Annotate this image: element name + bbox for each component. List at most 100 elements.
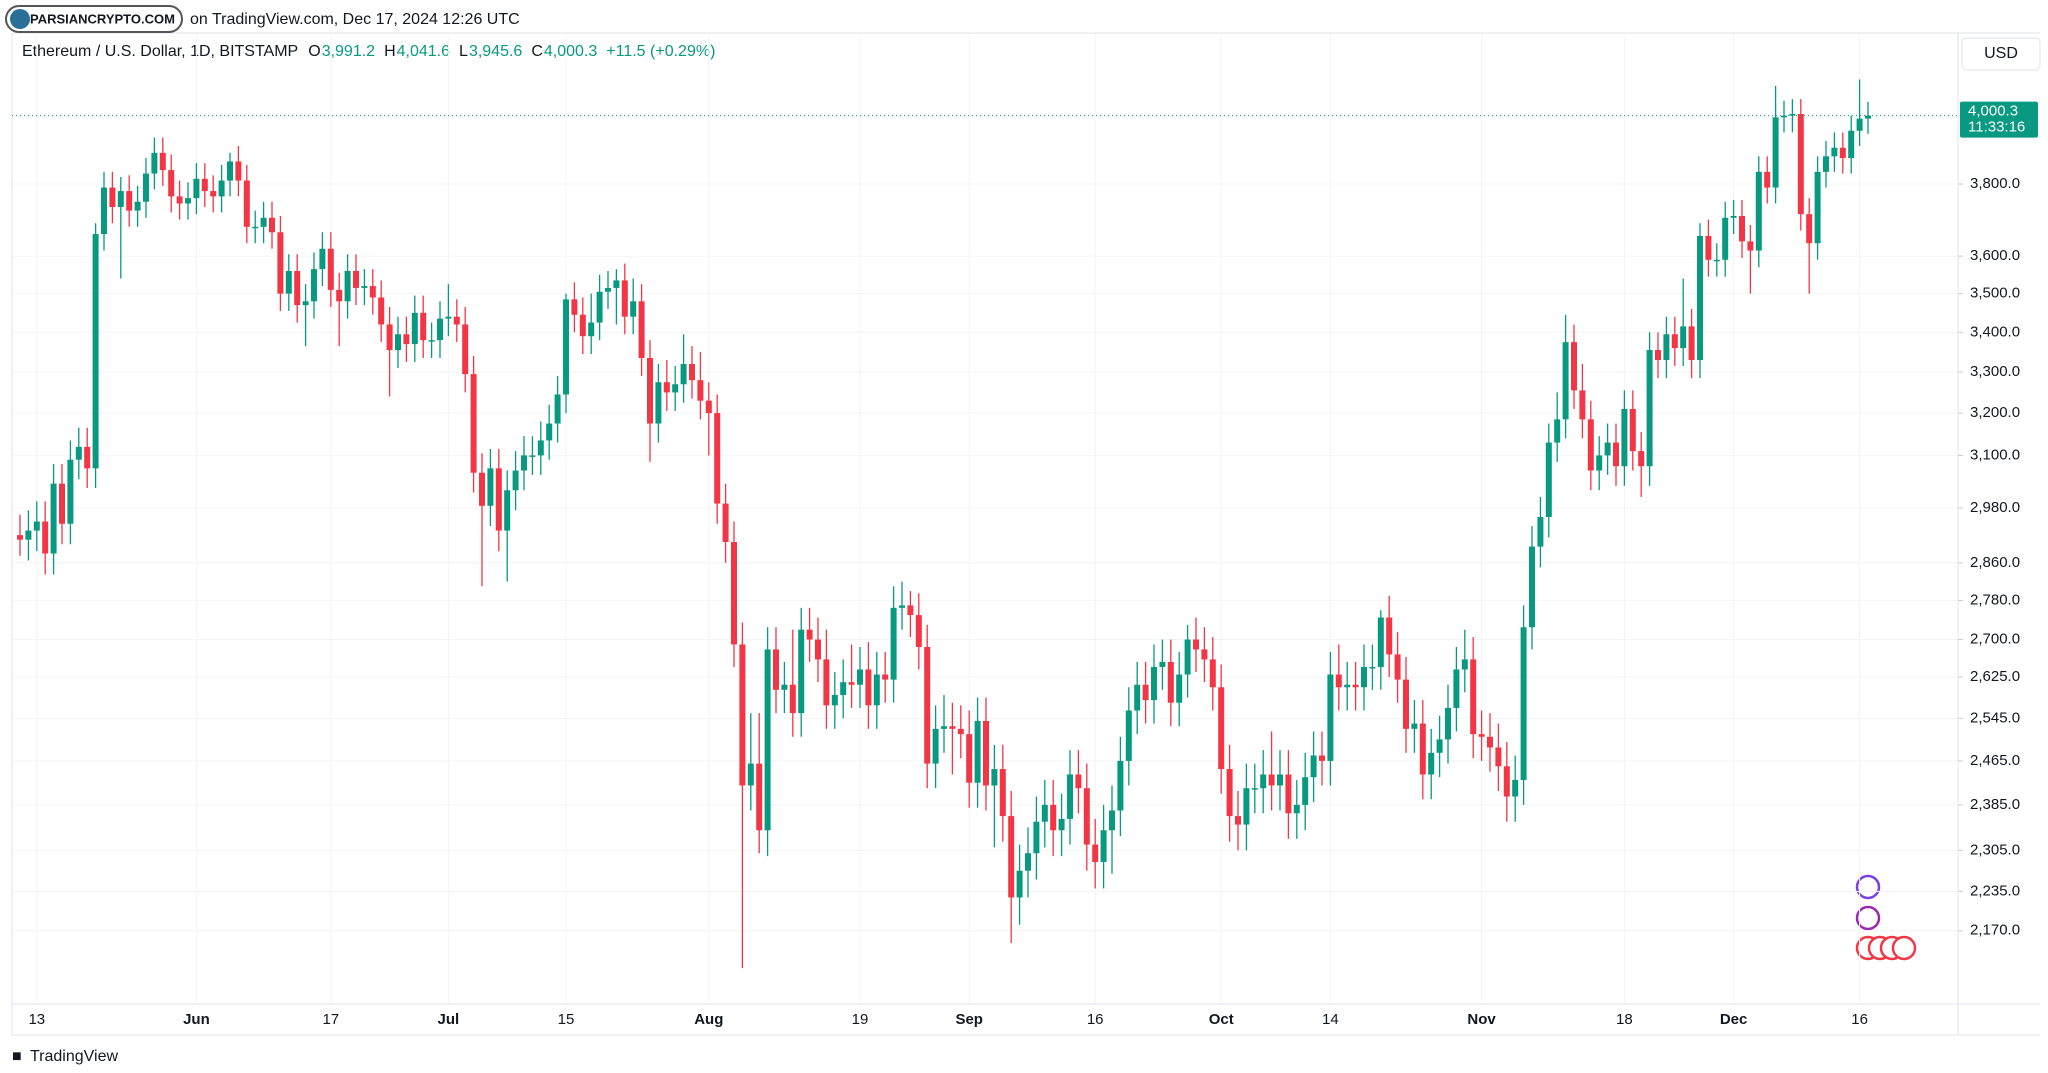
candle-body [655,382,662,424]
candle-body [134,201,141,211]
candle-body [1856,118,1863,131]
candle-body [1209,659,1216,688]
candle-body [386,324,393,351]
candle-body [1218,687,1225,770]
y-tick-label: 2,860.0 [1970,554,2020,571]
candle-body [1125,710,1132,761]
candle-body [344,270,351,302]
candle-body [1335,674,1342,688]
event-icon[interactable] [1855,905,1881,931]
legend-value: 4,041.6 [397,43,450,60]
x-tick-label: 16 [1087,1011,1104,1028]
event-icon[interactable] [1855,874,1881,900]
candle-body [84,446,91,469]
candle-body [176,196,183,204]
candle-body [1235,816,1241,825]
x-tick-label: 17 [322,1011,339,1028]
candle-body [1453,669,1460,708]
candle-body [705,400,712,414]
candle-body [781,684,788,690]
candle-body [1428,752,1435,775]
candle-body [1604,442,1611,456]
y-tick-label: 2,465.0 [1970,752,2020,769]
candle-body [1411,723,1418,729]
candle-body [1503,766,1510,797]
candle-body [512,470,519,491]
x-tick-label: 18 [1616,1011,1633,1028]
countdown: 11:33:16 [1968,119,2025,136]
candle-body [126,191,133,211]
candle-body [168,170,175,197]
candle-body [1730,215,1737,218]
x-tick-label: 16 [1851,1011,1868,1028]
candle-body [504,490,511,531]
candle-body [1025,853,1031,871]
candle-body [1713,259,1720,262]
candle-body [798,629,805,714]
candle-body [1310,755,1317,778]
candle-body [731,541,737,645]
candle-body [823,659,830,706]
x-tick-label: Jul [438,1011,460,1028]
y-tick-label: 2,545.0 [1970,709,2020,726]
candle-body [1293,804,1300,814]
candle-body [1419,723,1426,775]
candle-body [428,340,435,342]
candle-body [1587,419,1594,471]
candle-body [588,322,595,337]
logo-icon [10,9,30,29]
currency[interactable]: USD [1984,45,2018,62]
candle-body [1361,666,1367,688]
x-tick-label: Dec [1720,1011,1748,1028]
candle-body [1394,654,1401,680]
candle-body [109,187,116,208]
candle-body [1050,804,1057,831]
candle-body [1764,171,1771,188]
candle-body [1680,326,1687,349]
candle-body [369,286,376,298]
logo-badge [5,5,183,33]
candle-body [1319,755,1325,761]
candle-body [1495,747,1502,767]
candle-body [285,270,292,294]
candle-body [411,312,418,345]
candle-body [185,198,191,204]
y-tick-label: 3,800.0 [1970,175,2020,192]
candle-body [747,763,754,786]
candle-body [378,297,385,325]
candle-body [143,173,149,202]
candle-body [1739,215,1745,242]
candle-body [1083,788,1090,845]
candle-body [193,178,200,199]
candle-body [243,180,250,227]
currency-button[interactable] [1961,37,2041,71]
candle-body [915,615,922,647]
x-tick-label: 19 [852,1011,869,1028]
candle-body [630,301,637,317]
candle-body [739,644,746,786]
candle-body [1260,774,1267,789]
candle-body [1352,684,1359,688]
candle-body [941,726,947,729]
candle-body [479,472,485,506]
candle-body [420,312,427,341]
candle-body [680,364,687,385]
candle-body [1117,760,1124,811]
y-tick-label: 2,235.0 [1970,882,2020,899]
candle-body [1201,649,1208,660]
source-text: on TradingView.com, Dec 17, 2024 12:26 U… [190,11,520,28]
candle-body [25,530,32,540]
candle-body [67,459,74,524]
candle-body [621,280,628,317]
last-price-label: 4,000.3 [1968,103,2018,120]
candle-body [1705,235,1712,260]
candle-body [529,455,536,457]
candle-body [353,270,359,288]
candle-body [1016,870,1023,898]
candle-body [235,161,242,181]
candle-body [294,270,301,306]
candle-body [1302,777,1309,805]
footer-logo: ■ [12,1048,22,1065]
event-icon[interactable] [1891,935,1917,961]
